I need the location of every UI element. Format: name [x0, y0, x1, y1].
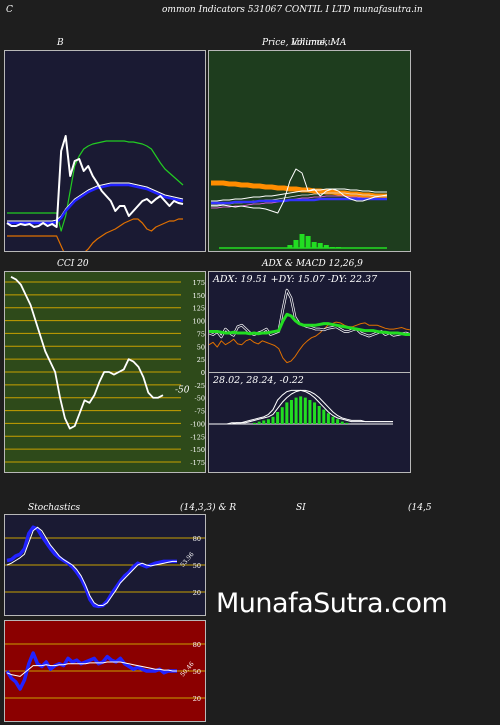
- ichimoku-title: Ichimoku: [291, 38, 334, 48]
- stochastics-main-line: [6, 525, 177, 609]
- adx-plus-dy-outline: [209, 288, 410, 339]
- macd-chart: [209, 389, 393, 425]
- bollinger-upper-line: [7, 140, 184, 232]
- adx-chart: [209, 288, 410, 364]
- pv-volume-bar: [323, 245, 329, 248]
- stochastics-panel: 80 50 20 53.96: [4, 514, 206, 616]
- cci-tick-label: 75: [197, 330, 205, 338]
- stochastics-params: (14,3,3) & R: [180, 503, 237, 513]
- bollinger-panel: [4, 50, 206, 252]
- header-left-letter: C: [6, 5, 13, 15]
- pv-volume-bar: [329, 247, 335, 248]
- rsi-tick-label: 80: [193, 641, 201, 649]
- adx-plus-dy-inner: [209, 289, 410, 338]
- cci-panel: 175 150 125 100 75 50 25 0 -25 -50 -75 -100 -125 -150…: [4, 271, 206, 473]
- pv-volume-bar: [335, 247, 341, 248]
- macd-values-label: 28.02, 28.24, -0.22: [213, 375, 304, 386]
- adx-values-label: ADX: 19.51 +DY: 15.07 -DY: 22.37: [213, 274, 378, 285]
- price-volume-ma-title: Price, Volume, MA: [262, 38, 347, 48]
- cci-tick-label: 125: [193, 305, 205, 313]
- adx-minus-dy-line: [209, 321, 410, 364]
- rsi-main-line: [5, 651, 177, 691]
- cci-tick-label: 100: [193, 318, 205, 326]
- pv-ma-long-line: [211, 180, 387, 199]
- adx-line: [209, 312, 410, 337]
- macd-panel: 28.02, 28.24, -0.22: [208, 372, 411, 473]
- cci-tick-label: -25: [195, 382, 205, 390]
- cci-tick-label: 150: [193, 292, 205, 300]
- cci-line: [10, 276, 164, 430]
- stochastics-tick-label: 50: [193, 562, 201, 570]
- stochastics-tick-label: 80: [193, 535, 201, 543]
- stochastics-tick-label: 20: [193, 589, 201, 597]
- cci-tick-label: -125: [190, 433, 205, 441]
- macd-signal-line: [213, 389, 393, 425]
- adx-panel: ADX: 19.51 +DY: 15.07 -DY: 22.37: [208, 271, 411, 373]
- pv-volume-bar: [287, 245, 293, 248]
- page-title: ommon Indicators 531067 CONTIL I LTD mun…: [162, 5, 423, 15]
- pv-volume-bar: [293, 240, 299, 248]
- bollinger-middle-line: [7, 183, 184, 225]
- cci-tick-label: 175: [193, 279, 205, 287]
- pv-volume-bar: [299, 234, 305, 248]
- cci-tick-label: 25: [197, 356, 205, 364]
- pv-price-line: [211, 168, 388, 214]
- rsi-signal-line: [6, 661, 177, 677]
- cci-tick-label: 0: [201, 369, 205, 377]
- stochastics-title: Stochastics: [28, 503, 81, 513]
- cci-title: CCI 20: [57, 259, 89, 269]
- cci-current-label: -50: [175, 386, 190, 396]
- macd-macd-line: [213, 389, 393, 425]
- price-volume-panel: [208, 50, 411, 252]
- rsi-tick-label: 20: [193, 695, 201, 703]
- cci-tick-label: -175: [190, 459, 205, 467]
- bollinger-title: B: [57, 38, 64, 48]
- rsi-tick-label: 50: [193, 668, 201, 676]
- bollinger-price-line: [6, 135, 184, 228]
- cci-tick-label: -150: [190, 446, 205, 454]
- price-volume-chart: [211, 168, 388, 249]
- cci-tick-label: -75: [195, 408, 205, 416]
- cci-chart: 175 150 125 100 75 50 25 0 -25 -50 -75 -100 -125 -150…: [5, 276, 205, 467]
- rsi-panel: 80 50 20 50.46: [4, 620, 206, 722]
- bollinger-lower-line: [7, 218, 183, 251]
- watermark: MunafaSutra.com: [216, 588, 448, 619]
- adx-macd-title: ADX & MACD 12,26,9: [262, 259, 363, 269]
- cci-tick-label: -50: [195, 395, 205, 403]
- cci-tick-label: 50: [197, 343, 205, 351]
- rsi-title: SI: [296, 503, 306, 513]
- pv-volume-bar: [311, 242, 317, 248]
- pv-volume-bar: [317, 243, 323, 248]
- pv-ma-short-line: [211, 197, 387, 205]
- stochastics-signal-line: [6, 526, 177, 606]
- bollinger-chart: [6, 135, 184, 251]
- rsi-params: (14,5: [408, 503, 432, 513]
- bollinger-middle-edge: [7, 182, 184, 222]
- cci-tick-label: -100: [190, 420, 205, 428]
- pv-volume-bar: [305, 236, 311, 248]
- pv-ma-mid-line: [211, 188, 387, 202]
